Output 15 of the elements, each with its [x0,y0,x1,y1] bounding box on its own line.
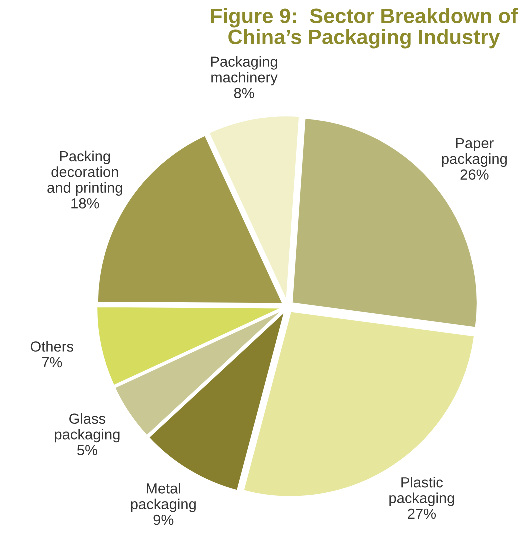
slice-label: Plastic packaging [390,477,454,506]
chart-title: Figure 9: Sector Breakdown of China’s Packaging Industry [211,8,518,49]
data-label: 7% [42,357,62,368]
data-label: 27% [408,508,436,520]
slice-label: Metal packaging [131,483,196,512]
data-label: 9% [154,514,174,526]
slice-label: Packing decoration and printing [48,150,122,196]
data-label: 26% [460,170,489,180]
data-label: 5% [78,445,98,456]
slice-label: Glass packaging [55,413,120,443]
data-label: 18% [72,198,100,209]
slice-label: Paper packaging [442,138,507,168]
data-label: 8% [234,88,254,98]
slice-label: Others [30,341,74,352]
slice-label: Packaging machinery [211,56,278,86]
